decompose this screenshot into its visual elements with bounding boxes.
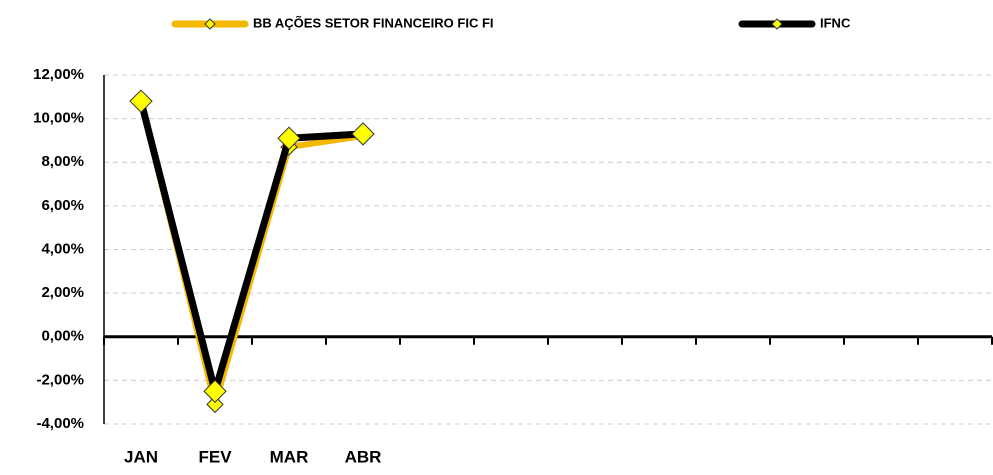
marker bbox=[129, 89, 153, 113]
marker bbox=[277, 126, 301, 150]
marker bbox=[203, 379, 227, 403]
marker bbox=[351, 122, 375, 146]
x-tick-label: JAN bbox=[124, 447, 158, 466]
y-tick-label: 0,00% bbox=[41, 328, 84, 345]
x-tick-label: MAR bbox=[270, 447, 309, 466]
y-tick-label: 8,00% bbox=[41, 153, 84, 170]
y-tick-label: 4,00% bbox=[41, 240, 84, 257]
legend-marker bbox=[204, 18, 216, 30]
legend-label: IFNC bbox=[820, 15, 851, 30]
x-tick-label: FEV bbox=[198, 447, 232, 466]
x-tick-label: ABR bbox=[345, 447, 382, 466]
series-line bbox=[138, 99, 364, 408]
y-tick-label: -2,00% bbox=[36, 371, 84, 388]
series-line bbox=[137, 100, 364, 395]
y-tick-label: 12,00% bbox=[33, 66, 84, 83]
y-tick-label: 10,00% bbox=[33, 110, 84, 127]
y-tick-label: 2,00% bbox=[41, 284, 84, 301]
marker bbox=[206, 395, 224, 414]
y-tick-label: 6,00% bbox=[41, 197, 84, 214]
legend-marker bbox=[771, 18, 783, 30]
legend-label: BB AÇÕES SETOR FINANCEIRO FIC FI bbox=[253, 15, 494, 30]
y-tick-label: -4,00% bbox=[36, 415, 84, 432]
